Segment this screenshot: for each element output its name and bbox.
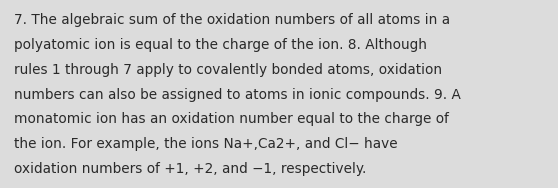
Text: the ion. For example, the ions Na+,Ca2+, and Cl− have: the ion. For example, the ions Na+,Ca2+,…	[14, 137, 397, 151]
Text: monatomic ion has an oxidation number equal to the charge of: monatomic ion has an oxidation number eq…	[14, 112, 449, 126]
Text: oxidation numbers of +1, +2, and −1, respectively.: oxidation numbers of +1, +2, and −1, res…	[14, 162, 366, 176]
Text: polyatomic ion is equal to the charge of the ion. 8. Although: polyatomic ion is equal to the charge of…	[14, 38, 427, 52]
Text: numbers can also be assigned to atoms in ionic compounds. 9. A: numbers can also be assigned to atoms in…	[14, 88, 461, 102]
Text: 7. The algebraic sum of the oxidation numbers of all atoms in a: 7. The algebraic sum of the oxidation nu…	[14, 13, 450, 27]
Text: rules 1 through 7 apply to covalently bonded atoms, oxidation: rules 1 through 7 apply to covalently bo…	[14, 63, 442, 77]
